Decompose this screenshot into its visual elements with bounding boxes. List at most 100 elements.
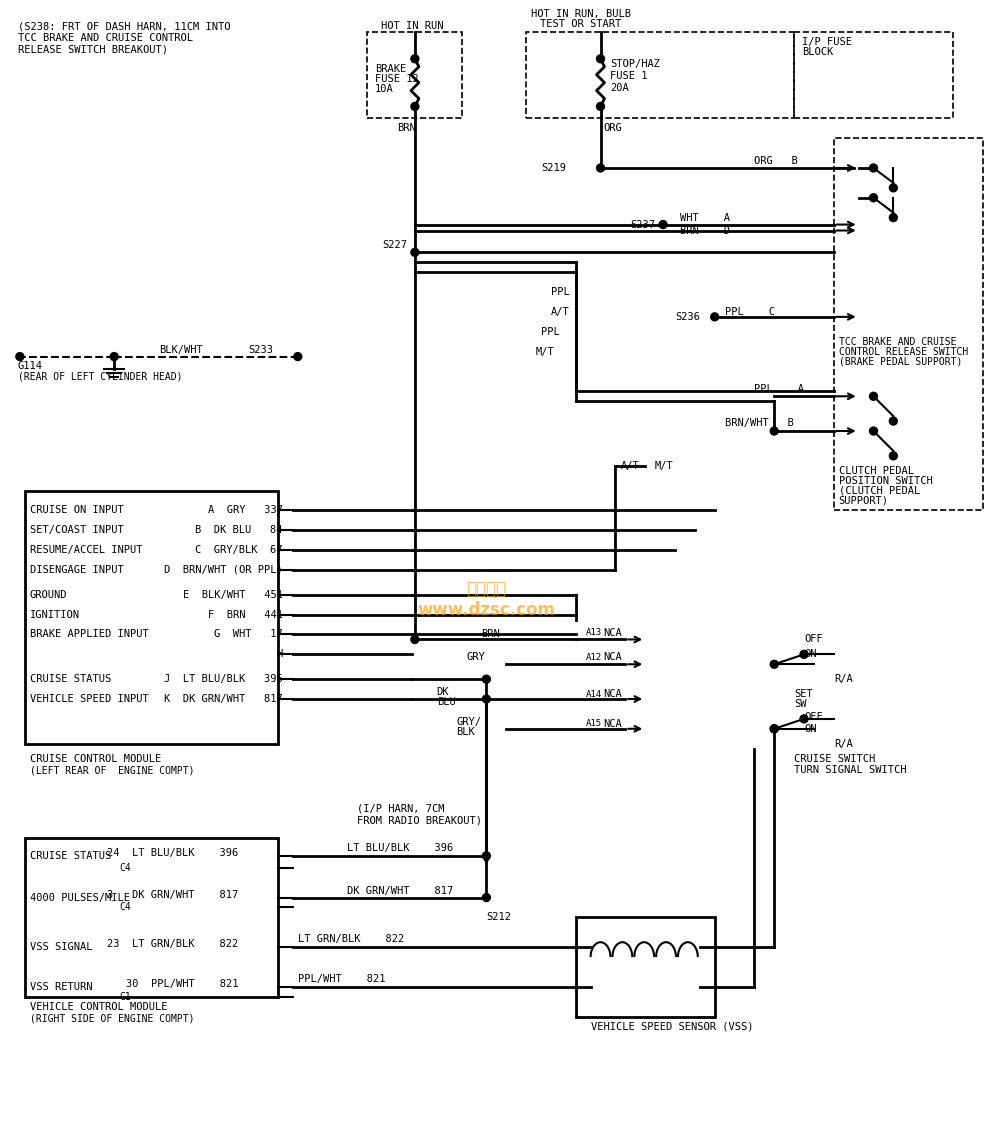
Text: STOP/HAZ: STOP/HAZ <box>610 59 660 69</box>
Text: A/T: A/T <box>620 460 639 471</box>
Text: CRUISE SWITCH: CRUISE SWITCH <box>794 754 875 763</box>
Circle shape <box>411 635 419 643</box>
Text: ON: ON <box>804 650 817 659</box>
Text: SET/COAST INPUT: SET/COAST INPUT <box>30 525 124 535</box>
Text: BRN    D: BRN D <box>680 226 730 236</box>
Text: CRUISE CONTROL MODULE: CRUISE CONTROL MODULE <box>30 754 161 763</box>
Circle shape <box>597 164 604 172</box>
Text: RESUME/ACCEL INPUT: RESUME/ACCEL INPUT <box>30 545 142 556</box>
Text: CRUISE STATUS: CRUISE STATUS <box>30 850 111 861</box>
Text: BRN: BRN <box>481 629 500 640</box>
Text: HOT IN RUN, BULB: HOT IN RUN, BULB <box>531 9 631 19</box>
Text: J  LT BLU/BLK   396: J LT BLU/BLK 396 <box>164 675 283 684</box>
Text: A14: A14 <box>586 689 602 699</box>
Text: F  BRN   441: F BRN 441 <box>208 610 283 619</box>
Circle shape <box>16 353 24 361</box>
Text: ORG: ORG <box>604 124 622 134</box>
Text: S237: S237 <box>630 220 655 229</box>
Text: BLOCK: BLOCK <box>802 46 833 57</box>
Text: FUSE 1: FUSE 1 <box>610 70 648 81</box>
Circle shape <box>411 54 419 62</box>
Circle shape <box>889 184 897 192</box>
Text: M/T: M/T <box>536 347 555 356</box>
Circle shape <box>597 102 604 110</box>
Circle shape <box>770 725 778 733</box>
Circle shape <box>870 392 877 400</box>
Text: S233: S233 <box>248 345 273 355</box>
Text: I/P FUSE: I/P FUSE <box>802 37 852 46</box>
Text: A13: A13 <box>586 628 602 637</box>
Text: PPL: PPL <box>541 327 560 337</box>
Bar <box>25 491 278 744</box>
Circle shape <box>770 660 778 668</box>
Text: VEHICLE SPEED SENSOR (VSS): VEHICLE SPEED SENSOR (VSS) <box>591 1022 753 1032</box>
Text: K  DK GRN/WHT   817: K DK GRN/WHT 817 <box>164 694 283 704</box>
Text: S236: S236 <box>675 312 700 322</box>
Circle shape <box>482 675 490 683</box>
Text: A15: A15 <box>586 719 602 728</box>
Text: A  GRY   337: A GRY 337 <box>208 506 283 516</box>
Text: PPL    C: PPL C <box>725 307 775 316</box>
Circle shape <box>482 695 490 703</box>
Circle shape <box>294 353 302 361</box>
Text: NCA: NCA <box>604 719 622 729</box>
Text: NCA: NCA <box>604 652 622 662</box>
Circle shape <box>711 313 719 321</box>
Text: ORG   B: ORG B <box>754 156 798 166</box>
Text: R/A: R/A <box>834 738 853 748</box>
Text: FUSE 12: FUSE 12 <box>375 74 419 84</box>
Text: 20A: 20A <box>610 83 629 93</box>
Text: E  BLK/WHT   451: E BLK/WHT 451 <box>183 590 283 600</box>
Text: LT BLU/BLK    396: LT BLU/BLK 396 <box>347 843 454 853</box>
Text: CLUTCH PEDAL: CLUTCH PEDAL <box>839 466 914 476</box>
Text: FROM RADIO BREAKOUT): FROM RADIO BREAKOUT) <box>357 815 482 826</box>
Text: A/T: A/T <box>551 307 570 316</box>
Text: (S238: FRT OF DASH HARN, 11CM INTO: (S238: FRT OF DASH HARN, 11CM INTO <box>18 22 230 31</box>
Text: TEST OR START: TEST OR START <box>540 19 621 29</box>
Text: M/T: M/T <box>655 460 674 471</box>
Text: DK GRN/WHT    817: DK GRN/WHT 817 <box>347 886 454 896</box>
Text: S227: S227 <box>382 240 407 251</box>
Text: BRN: BRN <box>397 124 416 134</box>
Text: G114: G114 <box>18 362 43 372</box>
Text: DISENGAGE INPUT: DISENGAGE INPUT <box>30 565 124 575</box>
Text: VSS SIGNAL: VSS SIGNAL <box>30 942 92 953</box>
Text: BRAKE: BRAKE <box>375 64 406 74</box>
Text: CRUISE STATUS: CRUISE STATUS <box>30 675 111 684</box>
Text: (BRAKE PEDAL SUPPORT): (BRAKE PEDAL SUPPORT) <box>839 356 962 366</box>
Text: LT GRN/BLK    822: LT GRN/BLK 822 <box>298 934 404 945</box>
Text: GRY/: GRY/ <box>457 717 482 727</box>
Text: (LEFT REAR OF  ENGINE COMPT): (LEFT REAR OF ENGINE COMPT) <box>30 765 194 776</box>
Text: 维库一下
www.dzsc.com: 维库一下 www.dzsc.com <box>417 581 555 619</box>
Text: TCC BRAKE AND CRUISE: TCC BRAKE AND CRUISE <box>839 337 956 347</box>
Text: NCA: NCA <box>604 689 622 699</box>
Text: VSS RETURN: VSS RETURN <box>30 982 92 992</box>
Circle shape <box>770 725 778 733</box>
Text: BRAKE APPLIED INPUT: BRAKE APPLIED INPUT <box>30 629 149 640</box>
Text: DK: DK <box>437 687 449 697</box>
Circle shape <box>870 194 877 202</box>
Text: PPL    A: PPL A <box>754 384 804 395</box>
Text: C4: C4 <box>119 863 131 873</box>
Text: CONTROL RELEASE SWITCH: CONTROL RELEASE SWITCH <box>839 347 968 356</box>
Text: 10A: 10A <box>375 84 394 94</box>
Text: RELEASE SWITCH BREAKOUT): RELEASE SWITCH BREAKOUT) <box>18 45 168 54</box>
Text: B  DK BLU   84: B DK BLU 84 <box>195 525 283 535</box>
Text: 23  LT GRN/BLK    822: 23 LT GRN/BLK 822 <box>107 939 238 949</box>
Circle shape <box>411 102 419 110</box>
Text: C4: C4 <box>119 903 131 913</box>
Text: C  GRY/BLK  67: C GRY/BLK 67 <box>195 545 283 556</box>
Text: SUPPORT): SUPPORT) <box>839 496 889 506</box>
Text: CRUISE ON INPUT: CRUISE ON INPUT <box>30 506 124 516</box>
Text: BLK: BLK <box>457 727 475 737</box>
Text: OFF: OFF <box>804 634 823 644</box>
Circle shape <box>482 894 490 902</box>
Text: S212: S212 <box>486 913 511 922</box>
Text: BLU: BLU <box>437 697 455 706</box>
Text: POSITION SWITCH: POSITION SWITCH <box>839 475 932 485</box>
Text: H: H <box>277 650 283 659</box>
Text: NCA: NCA <box>604 627 622 637</box>
Text: GRY: GRY <box>467 652 485 662</box>
Text: C1: C1 <box>119 992 131 1001</box>
Text: GROUND: GROUND <box>30 590 67 600</box>
